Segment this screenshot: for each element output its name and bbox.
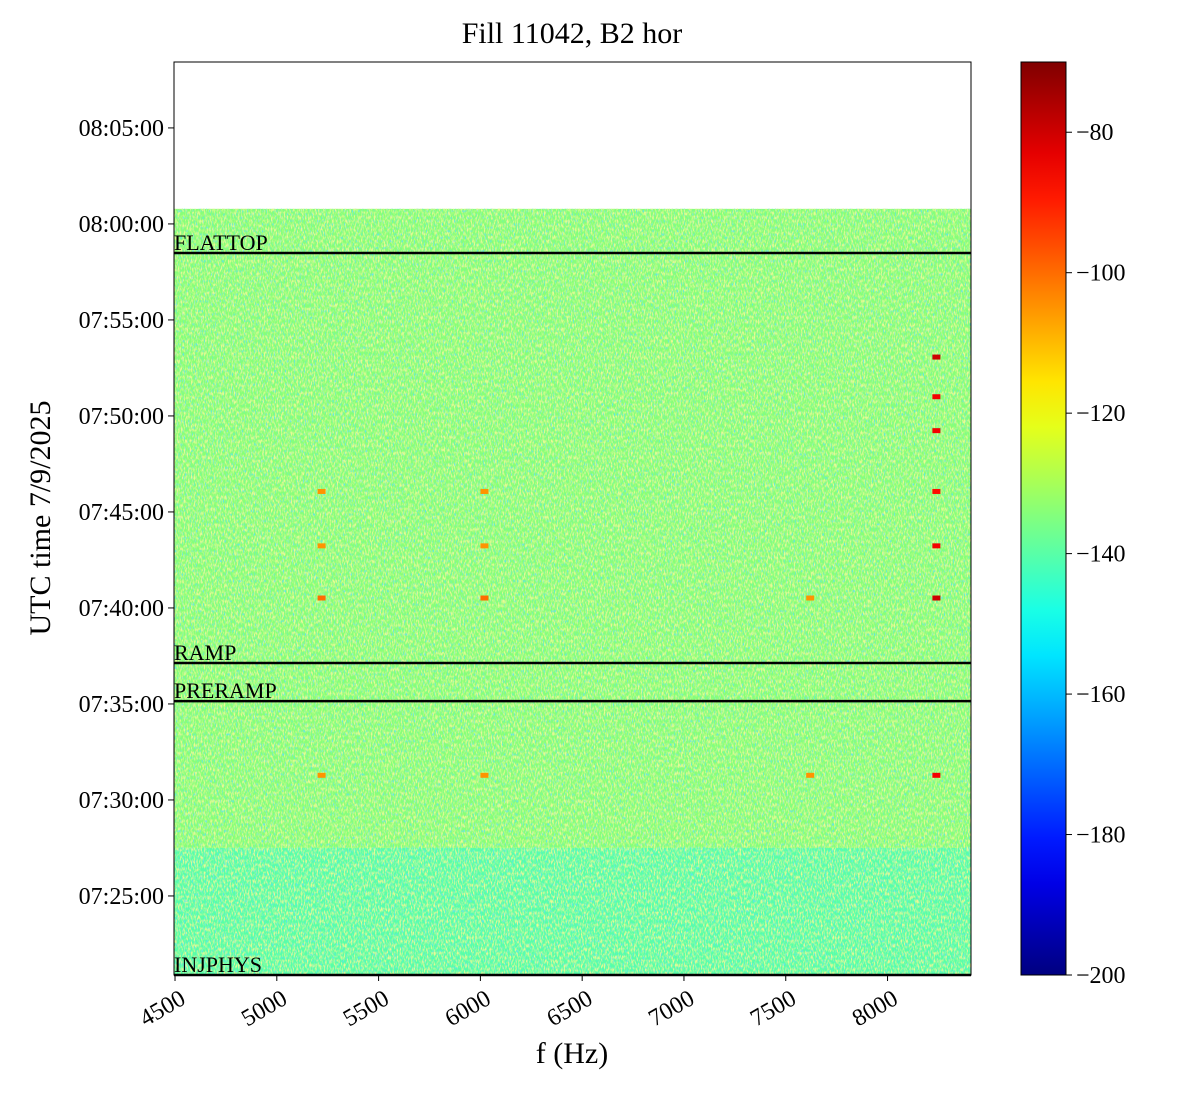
- heatmap-cell: [932, 488, 941, 494]
- heatmap-cell: [480, 772, 489, 778]
- heatmap-cell: [480, 543, 489, 549]
- y-tick-label: 08:05:00: [79, 116, 164, 142]
- colorbar-tick-label: −200: [1076, 963, 1126, 989]
- colorbar-tick-label: −100: [1076, 261, 1126, 287]
- heatmap-cell: [806, 595, 815, 601]
- heatmap-cell: [932, 772, 941, 778]
- y-tick-label: 07:50:00: [79, 404, 164, 430]
- x-tick-label: 6500: [543, 986, 598, 1033]
- x-tick-label: 7500: [746, 986, 801, 1033]
- chart-title: Fill 11042, B2 hor: [462, 17, 683, 50]
- colorbar-tick-label: −160: [1076, 682, 1126, 708]
- event-label: FLATTOP: [174, 230, 268, 255]
- x-tick-label: 5500: [339, 986, 394, 1033]
- y-axis-label: UTC time 7/9/2025: [24, 401, 57, 636]
- y-tick-label: 07:55:00: [79, 308, 164, 334]
- y-tick-label: 07:45:00: [79, 500, 164, 526]
- x-tick-label: 4500: [135, 986, 190, 1033]
- heatmap-cell: [932, 428, 941, 434]
- y-tick-label: 07:30:00: [79, 788, 164, 814]
- x-tick-label: 8000: [848, 986, 903, 1033]
- heatmap-cell: [806, 772, 815, 778]
- heatmap-cell: [480, 488, 489, 494]
- x-axis-label: f (Hz): [536, 1037, 608, 1070]
- heatmap-cell: [317, 488, 326, 494]
- event-label: RAMP: [174, 640, 236, 665]
- colorbar-tick-label: −80: [1076, 120, 1114, 146]
- heatmap-cell: [317, 595, 326, 601]
- x-tick-label: 7000: [644, 986, 699, 1033]
- colorbar-tick-label: −120: [1076, 401, 1126, 427]
- plot-frame: [173, 61, 972, 976]
- event-label: INJPHYS: [174, 952, 262, 977]
- y-tick-label: 07:25:00: [79, 884, 164, 910]
- heatmap-cell: [932, 354, 941, 360]
- heatmap-cell: [932, 595, 941, 601]
- x-tick-label: 5000: [237, 986, 292, 1033]
- y-tick-label: 07:35:00: [79, 692, 164, 718]
- heatmap-cell: [317, 543, 326, 549]
- colorbar-tick-label: −180: [1076, 823, 1126, 849]
- x-tick-label: 6000: [441, 986, 496, 1033]
- heatmap-cell: [932, 394, 941, 400]
- heatmap-cell: [317, 772, 326, 778]
- colorbar: [1020, 61, 1067, 976]
- colorbar-tick-label: −140: [1076, 542, 1126, 568]
- event-label: PRERAMP: [174, 678, 277, 703]
- heatmap-cell: [932, 543, 941, 549]
- y-tick-label: 07:40:00: [79, 596, 164, 622]
- y-tick-label: 08:00:00: [79, 212, 164, 238]
- noise-texture: [174, 208, 971, 976]
- heatmap-cell: [480, 595, 489, 601]
